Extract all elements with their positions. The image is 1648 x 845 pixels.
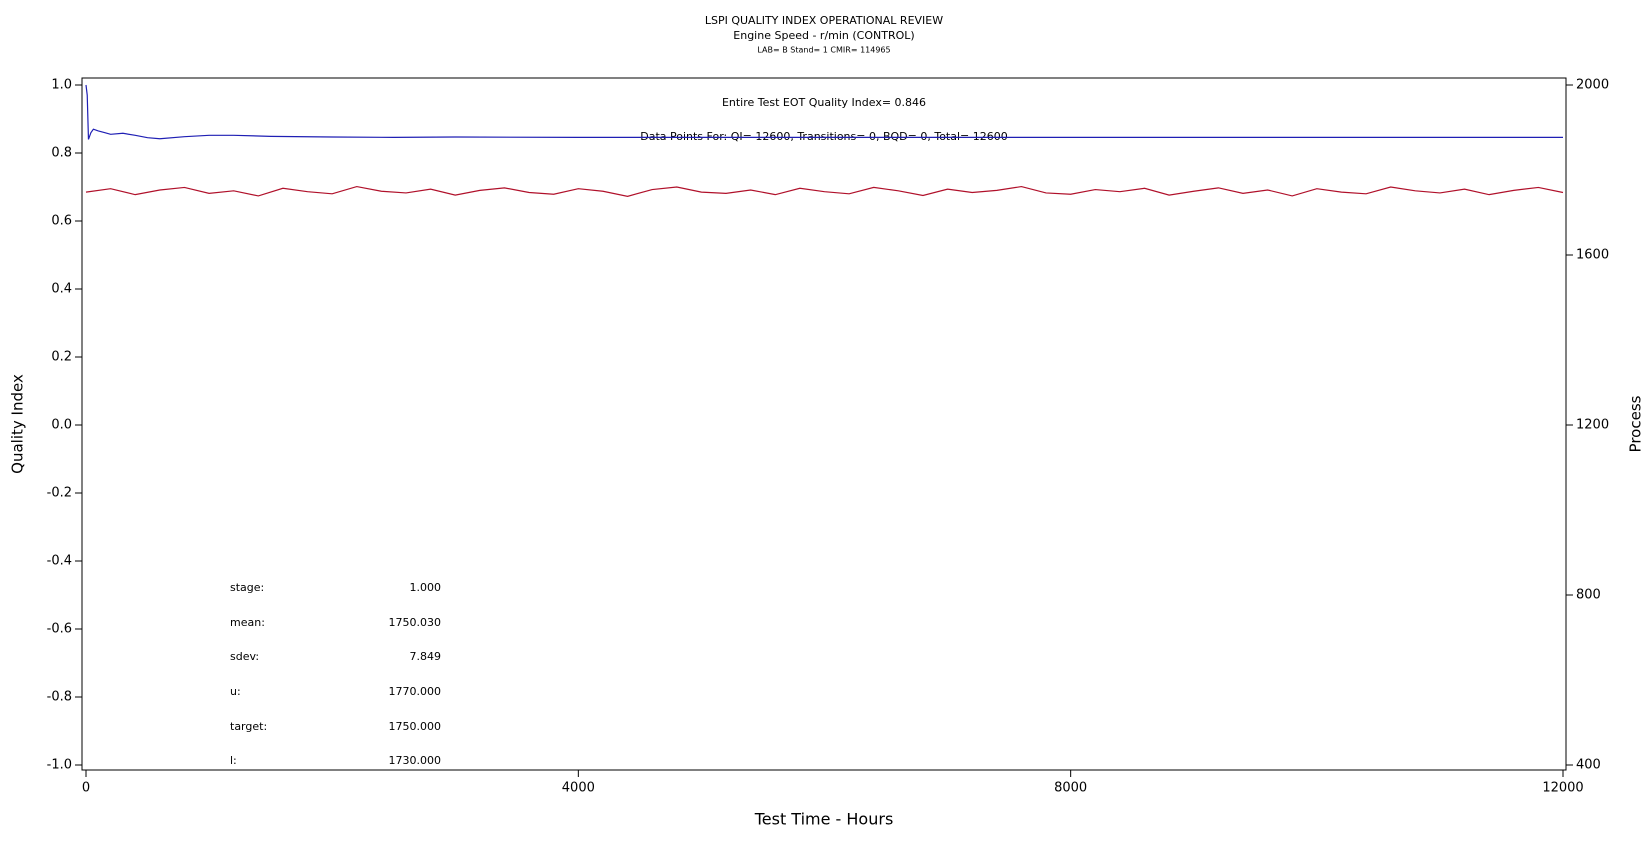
- y-tick-label: -0.6: [47, 622, 72, 637]
- y-tick-label: -1.0: [47, 758, 72, 773]
- chart-title: LSPI QUALITY INDEX OPERATIONAL REVIEW: [705, 14, 943, 27]
- stat-label: u:: [230, 685, 241, 698]
- stat-label: stage:: [230, 581, 264, 594]
- x-tick-label: 0: [82, 781, 90, 796]
- y-tick-label: 0.4: [51, 282, 72, 297]
- annotation: Entire Test EOT Quality Index= 0.846: [722, 96, 926, 109]
- y-tick-label: 0.6: [51, 214, 72, 229]
- x-axis-label: Test Time - Hours: [754, 810, 894, 829]
- x-tick-label: 12000: [1542, 781, 1583, 796]
- stat-value: 1730.000: [389, 754, 442, 767]
- y2-tick-label: 1200: [1576, 418, 1609, 433]
- y-tick-label: 0.2: [51, 350, 72, 365]
- chart-subtitle: Engine Speed - r/min (CONTROL): [733, 29, 914, 42]
- data-line: [85, 185, 1564, 197]
- data-line: [85, 84, 1563, 140]
- y2-tick-label: 1600: [1576, 248, 1609, 263]
- y-axis-label: Quality Index: [9, 374, 27, 474]
- annotation: Data Points For: QI= 12600, Transitions=…: [640, 130, 1008, 143]
- stat-value: 1.000: [410, 581, 442, 594]
- x-tick-label: 8000: [1054, 781, 1087, 796]
- y-tick-label: -0.2: [47, 486, 72, 501]
- y2-tick-label: 400: [1576, 758, 1601, 773]
- stat-value: 1750.000: [389, 720, 442, 733]
- y-tick-label: 0.8: [51, 146, 72, 161]
- y-tick-label: -0.4: [47, 554, 72, 569]
- stat-label: mean:: [230, 616, 265, 629]
- stat-value: 7.849: [410, 650, 442, 663]
- stat-value: 1770.000: [389, 685, 442, 698]
- chart-subtitle: LAB= B Stand= 1 CMIR= 114965: [757, 46, 890, 55]
- y-tick-label: 1.0: [51, 78, 72, 93]
- y2-axis-label: Process: [1627, 395, 1645, 452]
- plot-frame: [81, 77, 1567, 771]
- y2-tick-label: 2000: [1576, 78, 1609, 93]
- y-tick-label: -0.8: [47, 690, 72, 705]
- x-tick-label: 4000: [562, 781, 595, 796]
- stat-value: 1750.030: [389, 616, 442, 629]
- stat-label: sdev:: [230, 650, 259, 663]
- y2-tick-label: 800: [1576, 588, 1601, 603]
- stat-label: target:: [230, 720, 267, 733]
- stat-label: l:: [230, 754, 237, 767]
- y-tick-label: 0.0: [51, 418, 72, 433]
